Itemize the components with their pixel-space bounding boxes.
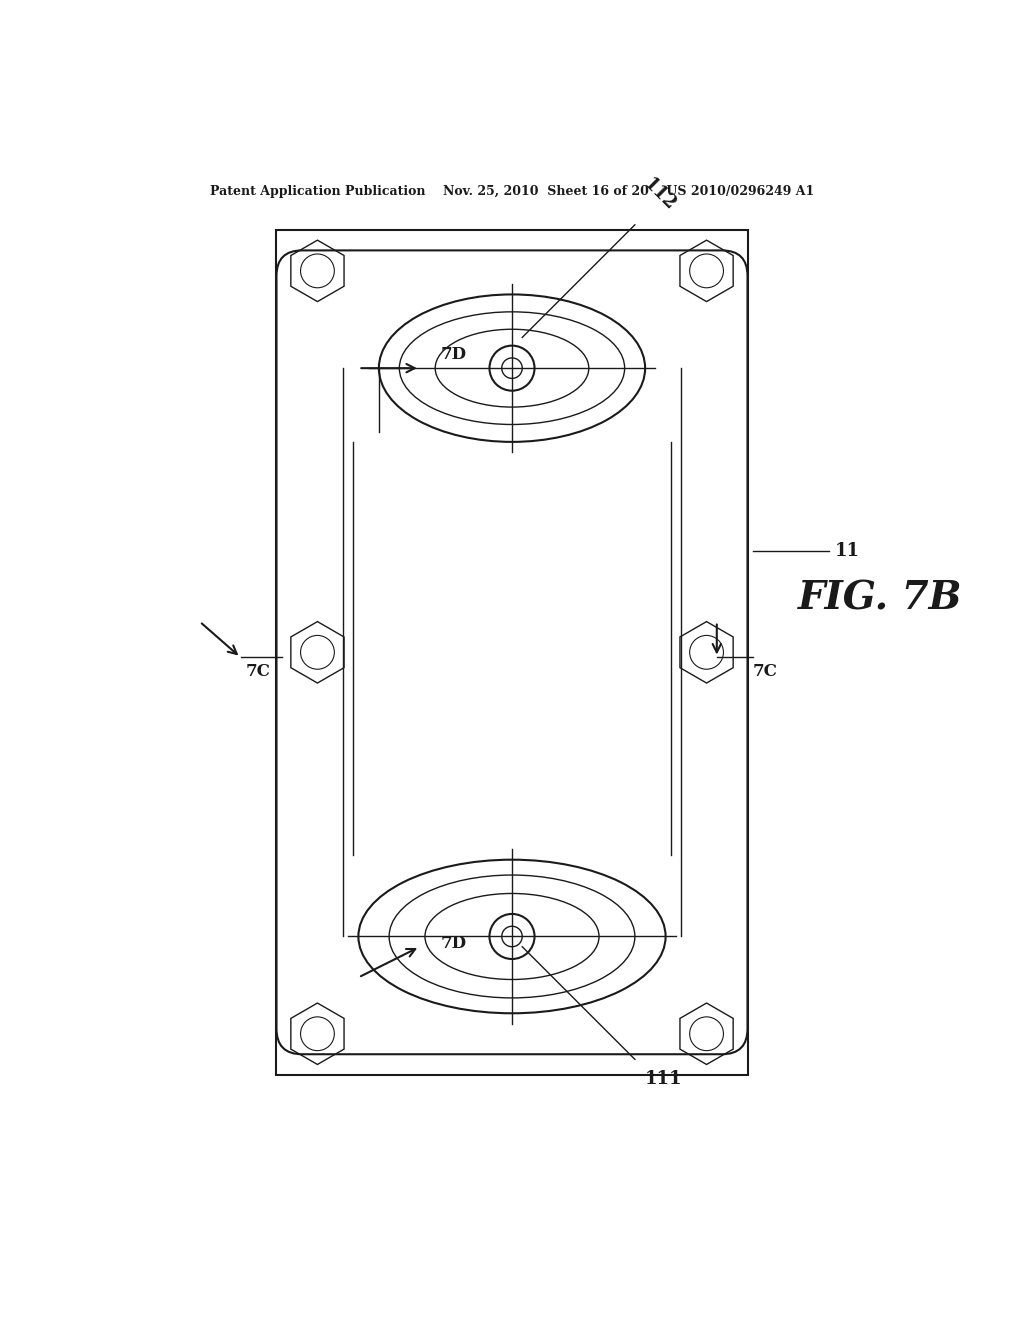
Text: FIG. 7B: FIG. 7B bbox=[799, 579, 963, 618]
Text: 11: 11 bbox=[835, 543, 859, 560]
Text: 111: 111 bbox=[645, 1069, 683, 1088]
Text: 7C: 7C bbox=[753, 663, 777, 680]
Bar bbox=[276, 230, 748, 1074]
Text: 7D: 7D bbox=[440, 935, 467, 952]
Text: 7C: 7C bbox=[246, 663, 270, 680]
Text: 7D: 7D bbox=[440, 346, 467, 363]
Text: 112: 112 bbox=[640, 176, 679, 215]
Text: Patent Application Publication    Nov. 25, 2010  Sheet 16 of 20    US 2010/02962: Patent Application Publication Nov. 25, … bbox=[210, 185, 814, 198]
